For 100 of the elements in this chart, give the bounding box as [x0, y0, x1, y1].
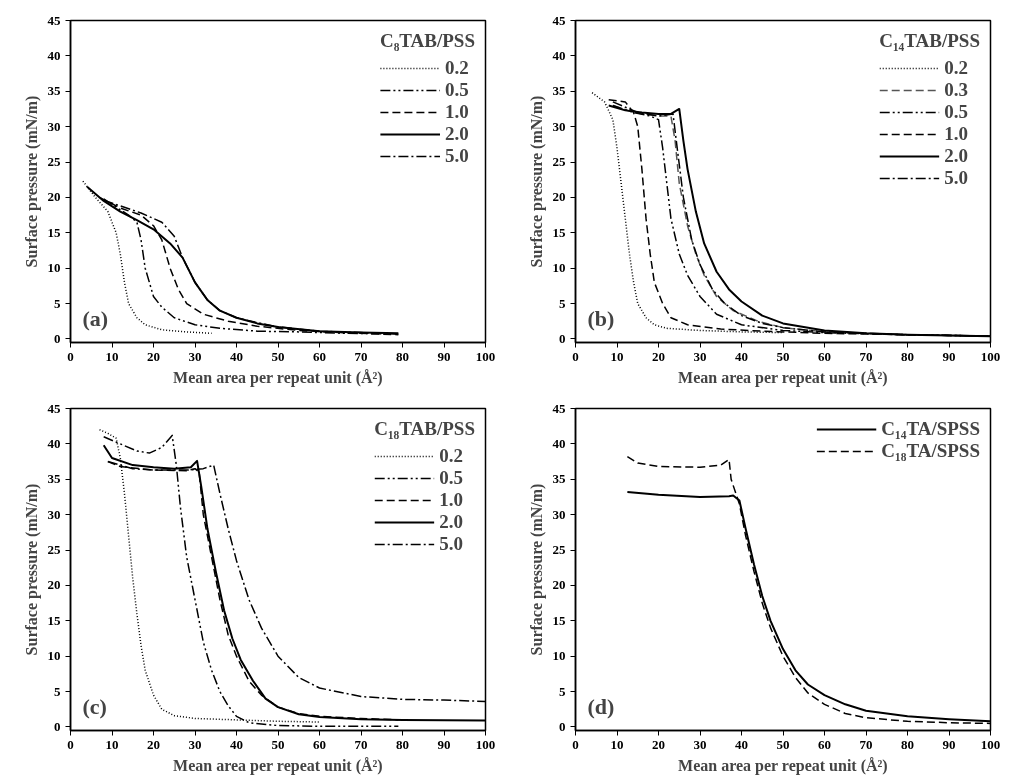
legend-label: C₁₄TA/SPSS — [881, 418, 980, 440]
x-tick-label: 90 — [437, 736, 451, 752]
x-tick-label: 10 — [610, 736, 624, 752]
y-tick-label: 15 — [552, 612, 566, 628]
x-tick-label: 30 — [693, 736, 707, 752]
legend-title: C₁₄TAB/PSS — [879, 30, 980, 52]
y-axis-title: Surface pressure (mN/m) — [22, 95, 41, 268]
x-tick-label: 100 — [980, 348, 1001, 364]
y-tick-label: 45 — [552, 12, 566, 28]
y-tick-label: 5 — [54, 295, 61, 311]
legend-label: 1.0 — [944, 123, 968, 145]
x-tick-label: 30 — [188, 736, 202, 752]
legend-label: 0.5 — [944, 101, 968, 123]
x-tick-label: 20 — [147, 348, 160, 364]
y-tick-label: 35 — [552, 83, 566, 99]
x-tick-label: 60 — [818, 348, 831, 364]
y-tick-label: 30 — [552, 506, 566, 522]
x-tick-label: 30 — [188, 348, 202, 364]
y-tick-label: 20 — [47, 577, 61, 593]
y-axis-title: Surface pressure (mN/m) — [527, 483, 546, 656]
y-tick-label: 40 — [552, 435, 566, 451]
x-axis-title: Mean area per repeat unit (Å²) — [678, 756, 888, 775]
y-tick-label: 10 — [552, 260, 566, 276]
y-tick-label: 30 — [47, 506, 61, 522]
y-tick-label: 10 — [47, 260, 61, 276]
y-tick-label: 35 — [47, 471, 61, 487]
x-tick-label: 40 — [735, 348, 748, 364]
y-tick-label: 20 — [552, 189, 566, 205]
x-tick-label: 50 — [776, 348, 790, 364]
y-tick-label: 45 — [552, 400, 566, 416]
y-tick-label: 40 — [47, 47, 61, 63]
legend-label: C₁₈TA/SPSS — [881, 440, 980, 462]
x-tick-label: 50 — [776, 736, 790, 752]
legend-label: 5.0 — [444, 145, 469, 167]
x-tick-label: 80 — [901, 736, 914, 752]
y-tick-label: 25 — [552, 154, 566, 170]
y-tick-label: 20 — [47, 189, 61, 205]
x-tick-label: 70 — [354, 348, 368, 364]
legend-label: 2.0 — [944, 145, 968, 167]
y-axis-title: Surface pressure (mN/m) — [527, 95, 546, 268]
legend-label: 0.3 — [944, 79, 968, 101]
y-tick-label: 35 — [552, 471, 566, 487]
x-axis-title: Mean area per repeat unit (Å²) — [173, 368, 383, 387]
y-tick-label: 30 — [47, 118, 61, 134]
x-tick-label: 30 — [693, 348, 707, 364]
x-tick-label: 80 — [396, 736, 409, 752]
legend-title: C₁₈TAB/PSS — [374, 418, 475, 440]
x-axis-title: Mean area per repeat unit (Å²) — [173, 756, 383, 775]
x-tick-label: 40 — [230, 736, 243, 752]
y-tick-label: 0 — [54, 718, 61, 734]
annotation: (d) — [587, 693, 615, 719]
y-tick-label: 25 — [47, 542, 61, 558]
legend-title: C₈TAB/PSS — [379, 30, 475, 52]
y-tick-label: 0 — [559, 330, 566, 346]
x-tick-label: 20 — [652, 736, 665, 752]
y-tick-label: 10 — [552, 648, 566, 664]
x-tick-label: 60 — [313, 736, 326, 752]
annotation: (a) — [82, 305, 109, 331]
legend-label: 1.0 — [439, 489, 463, 511]
legend-label: 0.2 — [944, 57, 968, 79]
y-tick-label: 15 — [552, 224, 566, 240]
legend-label: 0.2 — [444, 57, 469, 79]
x-tick-label: 0 — [572, 736, 579, 752]
y-tick-label: 0 — [559, 718, 566, 734]
y-tick-label: 40 — [552, 47, 566, 63]
y-tick-label: 5 — [559, 295, 566, 311]
legend-label: 5.0 — [944, 167, 968, 189]
y-tick-label: 15 — [47, 612, 61, 628]
x-tick-label: 60 — [818, 736, 831, 752]
x-tick-label: 50 — [271, 348, 285, 364]
x-tick-label: 0 — [67, 348, 74, 364]
x-tick-label: 80 — [396, 348, 409, 364]
x-tick-label: 10 — [105, 736, 119, 752]
legend-label: 0.5 — [444, 79, 469, 101]
x-tick-label: 70 — [859, 348, 873, 364]
legend-label: 2.0 — [439, 511, 463, 533]
y-tick-label: 30 — [552, 118, 566, 134]
x-tick-label: 70 — [859, 736, 873, 752]
y-tick-label: 45 — [47, 12, 61, 28]
y-axis-title: Surface pressure (mN/m) — [22, 483, 41, 656]
annotation: (b) — [587, 305, 615, 331]
x-tick-label: 90 — [437, 348, 451, 364]
x-tick-label: 100 — [980, 736, 1001, 752]
x-tick-label: 80 — [901, 348, 914, 364]
legend-label: 0.2 — [439, 445, 463, 467]
x-tick-label: 90 — [942, 348, 956, 364]
y-tick-label: 5 — [54, 683, 61, 699]
y-tick-label: 10 — [47, 648, 61, 664]
x-tick-label: 10 — [105, 348, 119, 364]
x-tick-label: 20 — [652, 348, 665, 364]
annotation: (c) — [82, 693, 107, 719]
y-tick-label: 40 — [47, 435, 61, 451]
legend-label: 0.5 — [439, 467, 463, 489]
x-tick-label: 0 — [572, 348, 579, 364]
y-tick-label: 35 — [47, 83, 61, 99]
legend-label: 2.0 — [444, 123, 469, 145]
y-tick-label: 5 — [559, 683, 566, 699]
y-tick-label: 20 — [552, 577, 566, 593]
x-tick-label: 50 — [271, 736, 285, 752]
x-tick-label: 90 — [942, 736, 956, 752]
